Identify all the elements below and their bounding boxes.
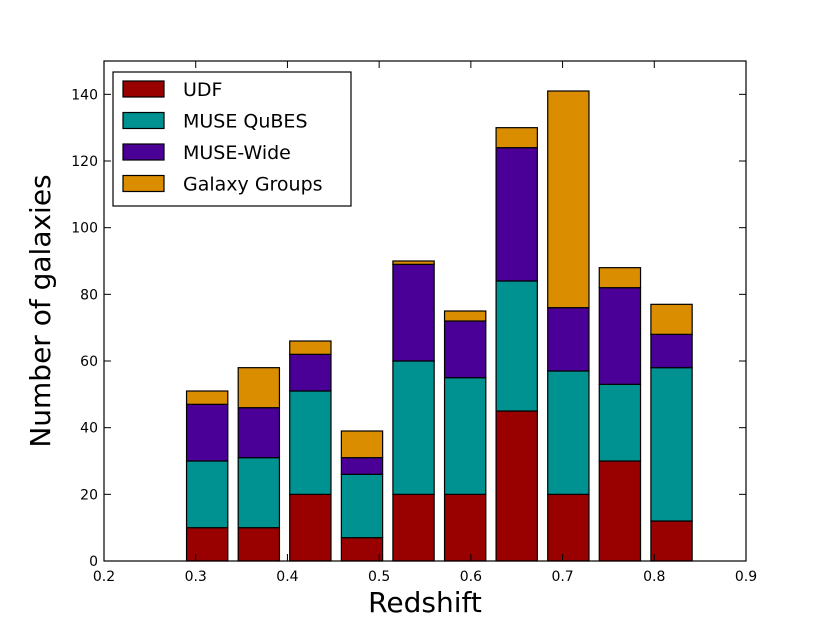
bar-galaxy-groups-6 — [443, 310, 487, 322]
bar-udf-4 — [340, 537, 384, 562]
x-axis-title: Redshift — [368, 586, 482, 619]
y-tick-label: 20 — [80, 487, 98, 503]
legend-label-muse-qubes: MUSE QuBES — [183, 111, 308, 133]
y-tick-label: 100 — [71, 221, 98, 237]
bar-muse-qubes-2 — [237, 457, 281, 529]
bar-muse-wide-3 — [289, 353, 332, 392]
bar-muse-wide-7 — [495, 147, 538, 282]
bar-galaxy-groups-1 — [185, 390, 229, 405]
legend-swatch-udf — [122, 80, 165, 98]
bar-udf-5 — [392, 493, 435, 562]
legend-swatch-muse-qubes — [122, 111, 165, 130]
bar-galaxy-groups-5 — [392, 260, 435, 265]
y-tick-label: 40 — [80, 421, 98, 437]
x-tick-label: 0.4 — [276, 569, 298, 585]
bar-galaxy-groups-8 — [547, 90, 590, 309]
bar-muse-qubes-6 — [443, 377, 487, 495]
bar-muse-wide-2 — [237, 407, 281, 459]
bar-galaxy-groups-3 — [289, 340, 332, 355]
bar-udf-6 — [443, 493, 487, 562]
bar-muse-wide-10 — [650, 333, 693, 369]
bar-udf-3 — [289, 493, 332, 562]
bar-muse-qubes-1 — [185, 460, 229, 529]
y-axis-title: Number of galaxies — [24, 174, 57, 447]
x-tick-label: 0.9 — [735, 569, 757, 585]
plot-frame — [103, 60, 747, 562]
legend: UDF MUSE QuBES MUSE-Wide Galaxy Groups — [112, 71, 352, 207]
bar-udf-1 — [185, 527, 229, 562]
bar-muse-qubes-8 — [547, 370, 590, 495]
bar-muse-qubes-9 — [598, 383, 642, 462]
bar-muse-qubes-10 — [650, 367, 693, 522]
bar-muse-qubes-4 — [340, 473, 384, 539]
bar-muse-wide-4 — [340, 457, 384, 475]
bar-muse-qubes-3 — [289, 390, 332, 495]
x-tick-label: 0.2 — [93, 569, 115, 585]
bar-udf-9 — [598, 460, 642, 562]
bar-muse-wide-1 — [185, 403, 229, 462]
x-tick-label: 0.3 — [185, 569, 207, 585]
x-tick-label: 0.7 — [551, 569, 573, 585]
bar-galaxy-groups-7 — [495, 127, 538, 149]
bar-udf-10 — [650, 520, 693, 562]
bar-galaxy-groups-4 — [340, 430, 384, 459]
bar-muse-wide-9 — [598, 287, 642, 385]
bars-layer — [185, 90, 693, 562]
x-tick-label: 0.8 — [643, 569, 665, 585]
bar-muse-qubes-7 — [495, 280, 538, 412]
y-tick-label: 60 — [80, 354, 98, 370]
legend-swatch-galaxy-groups — [122, 174, 165, 193]
bar-galaxy-groups-2 — [237, 367, 281, 409]
legend-label-udf: UDF — [183, 79, 222, 101]
bar-udf-7 — [495, 410, 538, 562]
ticks-layer: 0.2 0.3 0.4 0.5 0.6 0.7 0.8 0.9 0 20 40 60 80 100 120 1… — [71, 61, 757, 585]
bar-muse-wide-8 — [547, 307, 590, 372]
legend-label-galaxy-groups: Galaxy Groups — [183, 174, 323, 196]
bar-udf-8 — [547, 493, 590, 562]
y-tick-label: 140 — [71, 87, 98, 103]
bar-muse-qubes-5 — [392, 360, 435, 495]
legend-label-muse-wide: MUSE-Wide — [183, 142, 291, 164]
legend-swatch-muse-wide — [122, 143, 165, 161]
bar-muse-wide-5 — [392, 263, 435, 362]
y-tick-label: 120 — [71, 154, 98, 170]
bar-udf-2 — [237, 527, 281, 562]
y-tick-label: 80 — [80, 287, 98, 303]
bar-muse-wide-6 — [443, 320, 487, 379]
y-tick-label: 0 — [89, 554, 98, 570]
x-tick-label: 0.5 — [368, 569, 390, 585]
x-tick-label: 0.6 — [460, 569, 482, 585]
bar-galaxy-groups-9 — [598, 267, 642, 289]
bar-galaxy-groups-10 — [650, 303, 693, 335]
